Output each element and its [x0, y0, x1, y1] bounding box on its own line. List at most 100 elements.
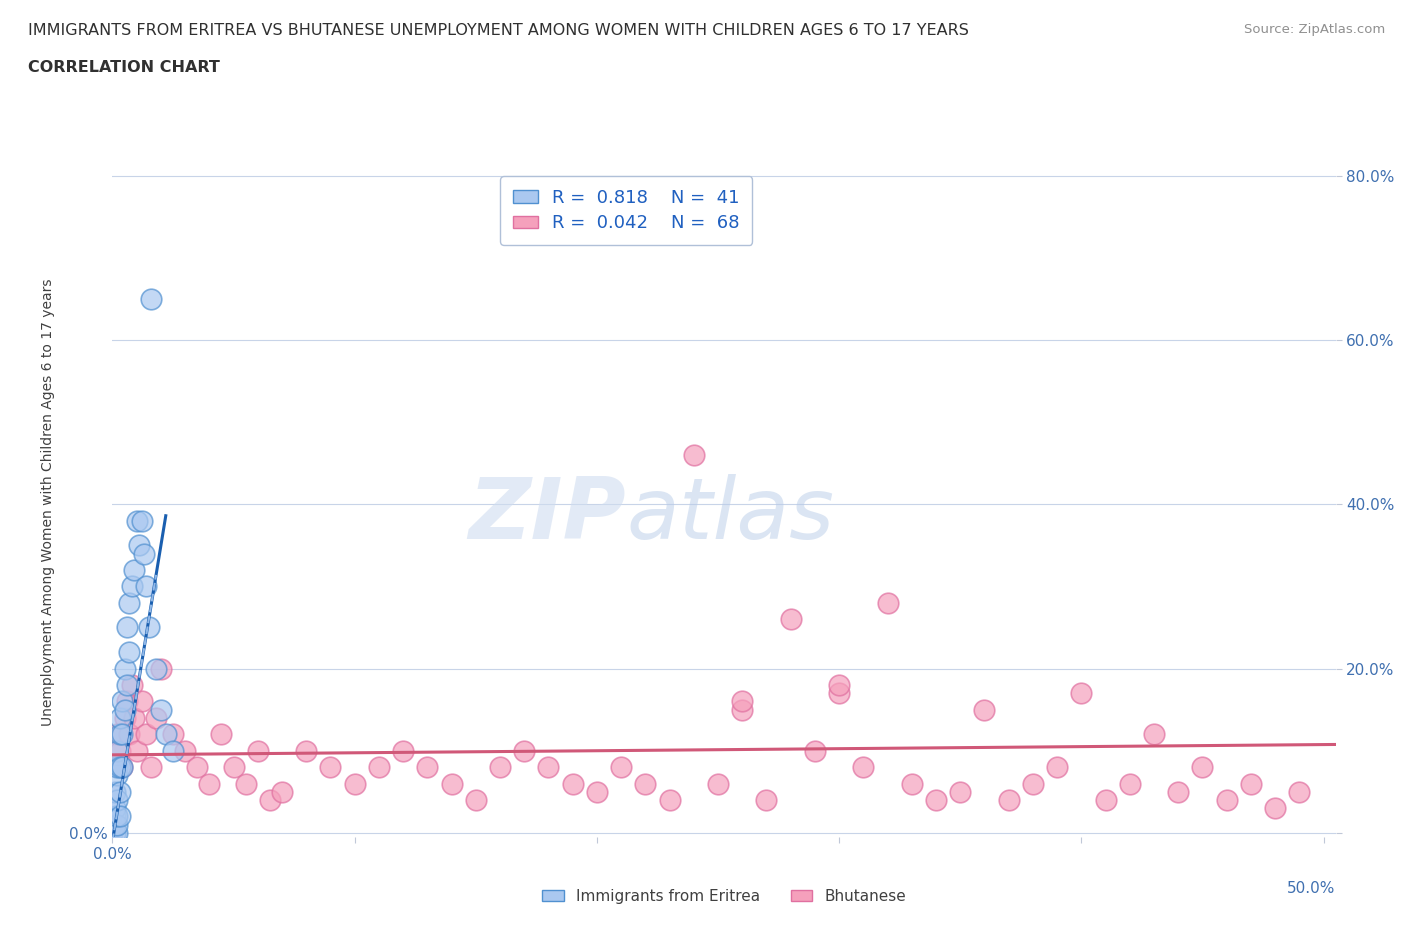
- Point: [211, 727, 233, 742]
- Point: [101, 826, 124, 841]
- Point: [392, 743, 415, 758]
- Point: [118, 644, 141, 659]
- Point: [108, 711, 131, 725]
- Point: [731, 694, 754, 709]
- Point: [235, 777, 257, 791]
- Point: [105, 826, 128, 841]
- Point: [901, 777, 924, 791]
- Point: [828, 678, 851, 693]
- Y-axis label: Unemployment Among Women with Children Ages 6 to 17 years: Unemployment Among Women with Children A…: [41, 278, 55, 726]
- Point: [1191, 760, 1213, 775]
- Point: [115, 620, 138, 635]
- Point: [128, 538, 150, 552]
- Point: [174, 743, 197, 758]
- Point: [108, 784, 131, 799]
- Point: [124, 563, 146, 578]
- Point: [125, 743, 148, 758]
- Point: [343, 777, 366, 791]
- Point: [489, 760, 512, 775]
- Point: [682, 447, 704, 462]
- Point: [135, 727, 157, 742]
- Point: [1143, 727, 1166, 742]
- Point: [111, 760, 134, 775]
- Point: [610, 760, 633, 775]
- Point: [105, 817, 128, 832]
- Point: [115, 694, 138, 709]
- Point: [464, 792, 486, 807]
- Point: [925, 792, 948, 807]
- Point: [707, 777, 730, 791]
- Point: [1022, 777, 1045, 791]
- Point: [259, 792, 281, 807]
- Point: [104, 809, 127, 824]
- Point: [111, 727, 134, 742]
- Point: [105, 727, 128, 742]
- Point: [876, 595, 898, 610]
- Point: [105, 792, 128, 807]
- Point: [108, 760, 131, 775]
- Point: [105, 768, 128, 783]
- Point: [125, 513, 148, 528]
- Point: [114, 711, 136, 725]
- Text: ZIP: ZIP: [468, 474, 626, 557]
- Point: [1215, 792, 1237, 807]
- Point: [104, 817, 127, 832]
- Point: [138, 620, 160, 635]
- Point: [118, 595, 141, 610]
- Point: [1046, 760, 1069, 775]
- Point: [131, 694, 153, 709]
- Point: [104, 826, 127, 841]
- Point: [105, 809, 128, 824]
- Text: Source: ZipAtlas.com: Source: ZipAtlas.com: [1244, 23, 1385, 36]
- Point: [198, 777, 221, 791]
- Text: 50.0%: 50.0%: [1288, 881, 1336, 896]
- Point: [145, 711, 167, 725]
- Point: [804, 743, 827, 758]
- Point: [132, 546, 155, 561]
- Point: [1264, 801, 1286, 816]
- Point: [108, 743, 131, 758]
- Point: [416, 760, 439, 775]
- Text: atlas: atlas: [626, 474, 834, 557]
- Point: [105, 743, 128, 758]
- Point: [121, 678, 143, 693]
- Point: [111, 694, 134, 709]
- Point: [368, 760, 391, 775]
- Point: [162, 743, 184, 758]
- Point: [1070, 685, 1092, 700]
- Point: [186, 760, 208, 775]
- Point: [131, 513, 153, 528]
- Point: [949, 784, 972, 799]
- Point: [537, 760, 560, 775]
- Point: [114, 661, 136, 676]
- Point: [586, 784, 609, 799]
- Point: [1119, 777, 1142, 791]
- Point: [104, 784, 127, 799]
- Point: [755, 792, 778, 807]
- Legend: Immigrants from Eritrea, Bhutanese: Immigrants from Eritrea, Bhutanese: [536, 883, 912, 910]
- Point: [149, 702, 172, 717]
- Point: [141, 291, 163, 306]
- Point: [162, 727, 184, 742]
- Point: [997, 792, 1019, 807]
- Point: [779, 612, 801, 627]
- Point: [108, 809, 131, 824]
- Point: [222, 760, 245, 775]
- Point: [271, 784, 294, 799]
- Point: [1240, 777, 1263, 791]
- Point: [121, 579, 143, 594]
- Text: IMMIGRANTS FROM ERITREA VS BHUTANESE UNEMPLOYMENT AMONG WOMEN WITH CHILDREN AGES: IMMIGRANTS FROM ERITREA VS BHUTANESE UNE…: [28, 23, 969, 38]
- Point: [145, 661, 167, 676]
- Point: [105, 760, 128, 775]
- Point: [114, 702, 136, 717]
- Point: [634, 777, 657, 791]
- Point: [561, 777, 583, 791]
- Point: [513, 743, 536, 758]
- Point: [319, 760, 342, 775]
- Point: [731, 702, 754, 717]
- Point: [440, 777, 463, 791]
- Point: [101, 817, 124, 832]
- Point: [135, 579, 157, 594]
- Point: [828, 685, 851, 700]
- Point: [124, 711, 146, 725]
